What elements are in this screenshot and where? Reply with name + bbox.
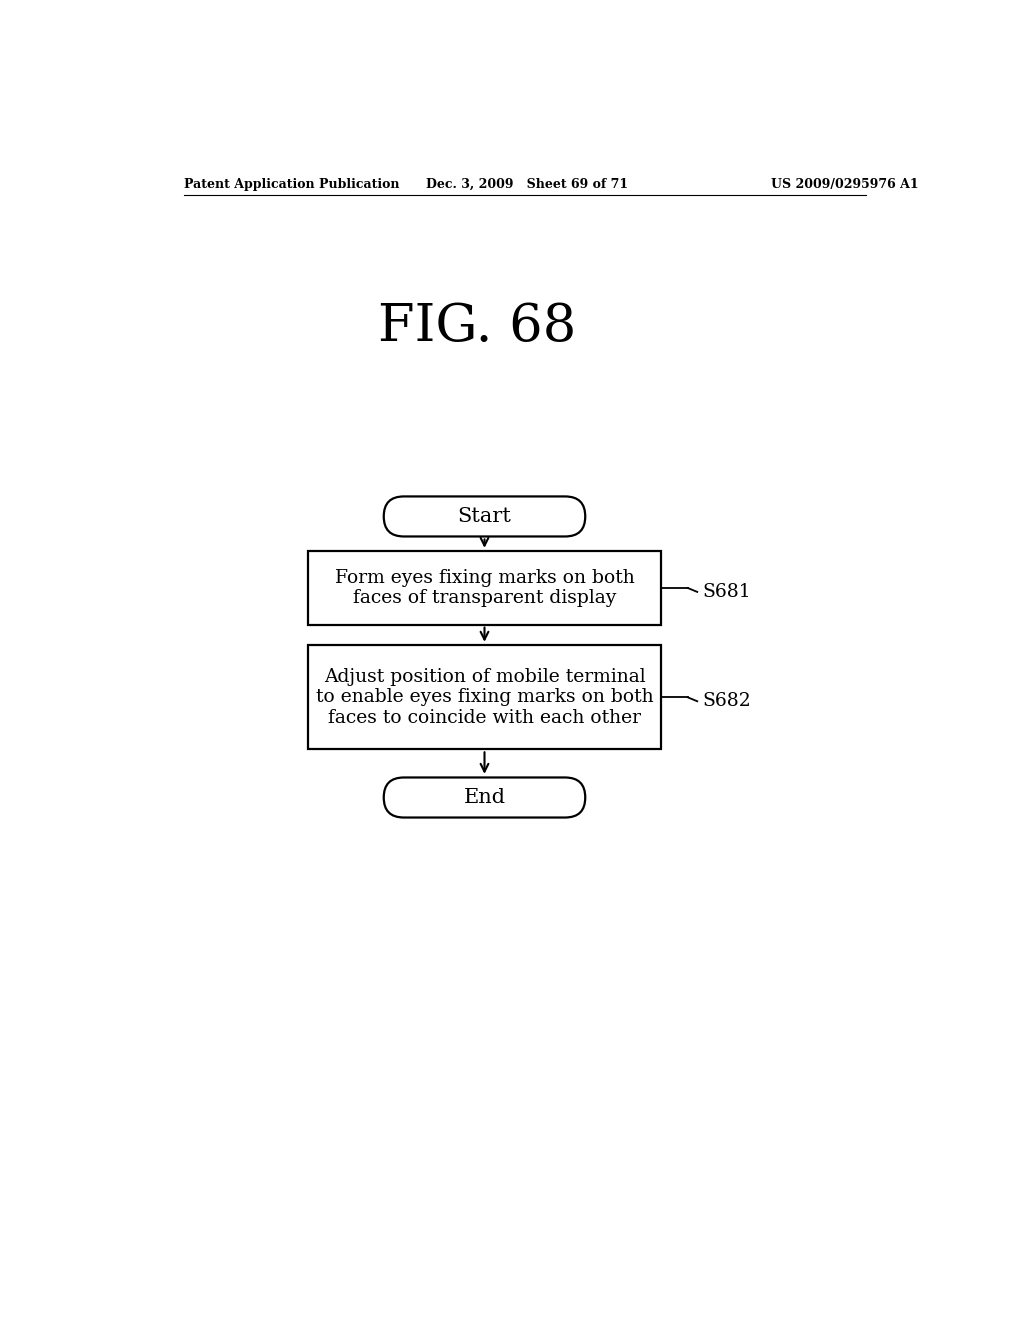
FancyBboxPatch shape [308,645,660,750]
Text: Start: Start [458,507,511,525]
Text: Form eyes fixing marks on both
faces of transparent display: Form eyes fixing marks on both faces of … [335,569,635,607]
Text: Patent Application Publication: Patent Application Publication [183,178,399,190]
Text: S682: S682 [701,692,751,710]
Text: FIG. 68: FIG. 68 [378,301,575,352]
Text: Adjust position of mobile terminal
to enable eyes fixing marks on both
faces to : Adjust position of mobile terminal to en… [315,668,653,727]
FancyBboxPatch shape [384,777,586,817]
FancyBboxPatch shape [384,496,586,536]
Text: S681: S681 [701,583,751,601]
Text: End: End [464,788,506,807]
Text: US 2009/0295976 A1: US 2009/0295976 A1 [771,178,919,190]
Text: Dec. 3, 2009   Sheet 69 of 71: Dec. 3, 2009 Sheet 69 of 71 [426,178,629,190]
FancyBboxPatch shape [308,552,660,624]
